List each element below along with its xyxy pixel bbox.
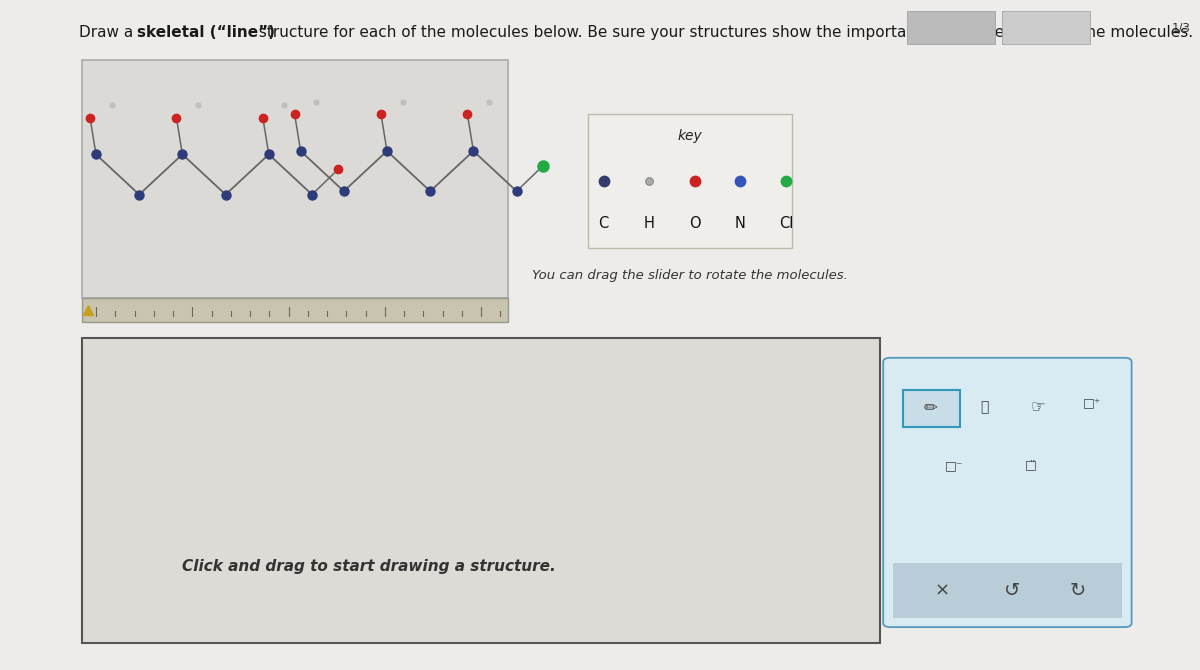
Text: 1/3: 1/3 <box>1171 21 1190 35</box>
Bar <box>82 60 508 298</box>
Text: ☞: ☞ <box>1031 399 1045 416</box>
Text: □̈: □̈ <box>1025 459 1037 472</box>
Text: O: O <box>689 216 701 231</box>
Text: C: C <box>599 216 608 231</box>
Bar <box>82 298 508 322</box>
Text: N: N <box>734 216 746 231</box>
Text: You can drag the slider to rotate the molecules.: You can drag the slider to rotate the mo… <box>532 269 848 282</box>
Text: H: H <box>643 216 655 231</box>
Text: Click and drag to start drawing a structure.: Click and drag to start drawing a struct… <box>182 559 556 574</box>
Text: 💨: 💨 <box>980 401 988 414</box>
Bar <box>588 114 792 248</box>
FancyBboxPatch shape <box>902 390 960 427</box>
Text: ↺: ↺ <box>1004 581 1020 600</box>
FancyBboxPatch shape <box>883 358 1132 627</box>
Text: ✏: ✏ <box>923 399 937 416</box>
Text: ↻: ↻ <box>1069 581 1086 600</box>
Text: structure for each of the molecules below. Be sure your structures show the impo: structure for each of the molecules belo… <box>254 25 1194 40</box>
Bar <box>1002 11 1090 44</box>
Text: Cl: Cl <box>779 216 793 231</box>
Bar <box>82 338 880 643</box>
Text: ×: × <box>935 582 949 599</box>
Text: skeletal (“line”): skeletal (“line”) <box>137 25 275 40</box>
Text: □⁺: □⁺ <box>1082 397 1100 411</box>
Text: Draw a: Draw a <box>79 25 138 40</box>
Text: key: key <box>678 129 702 143</box>
Bar <box>907 11 995 44</box>
Text: □⁻: □⁻ <box>944 459 962 472</box>
Bar <box>893 563 1122 618</box>
